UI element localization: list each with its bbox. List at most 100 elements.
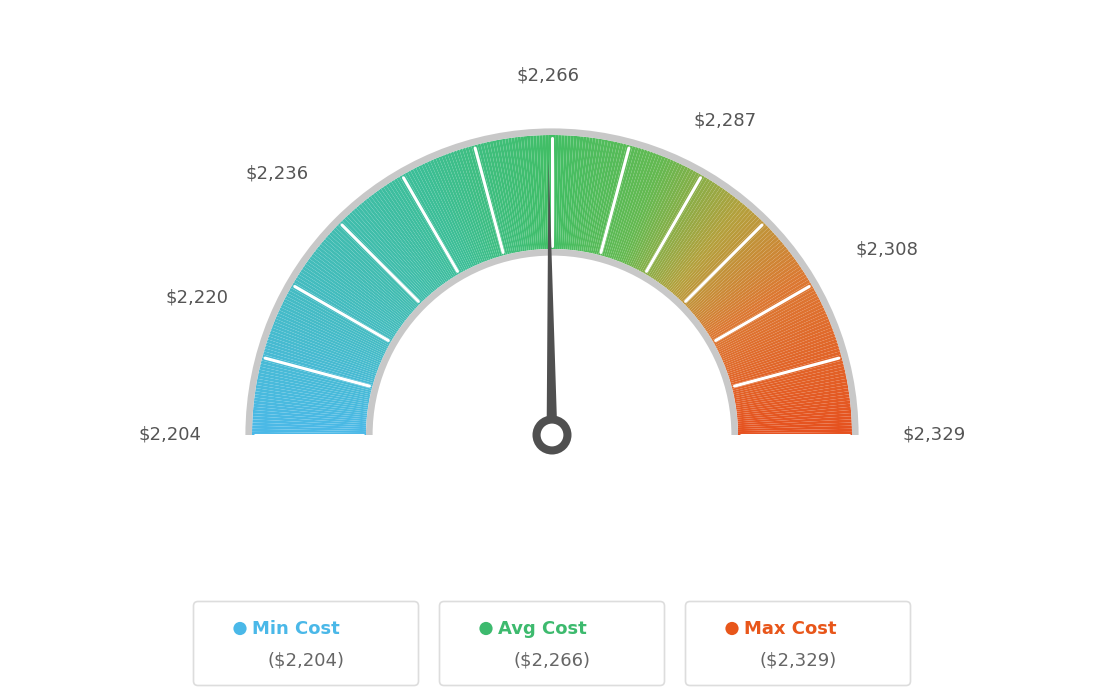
Wedge shape <box>299 272 396 335</box>
Text: $2,266: $2,266 <box>516 66 580 84</box>
Wedge shape <box>502 139 523 252</box>
Wedge shape <box>677 212 755 298</box>
Wedge shape <box>289 288 390 346</box>
Wedge shape <box>729 342 838 380</box>
Wedge shape <box>267 336 376 375</box>
Wedge shape <box>556 135 562 249</box>
Wedge shape <box>629 162 680 267</box>
Wedge shape <box>523 136 537 250</box>
Wedge shape <box>275 316 381 363</box>
Wedge shape <box>593 142 620 254</box>
Wedge shape <box>284 299 386 353</box>
Wedge shape <box>657 187 723 282</box>
Wedge shape <box>720 304 824 356</box>
Wedge shape <box>572 137 586 250</box>
Wedge shape <box>575 137 593 250</box>
Wedge shape <box>253 407 367 420</box>
Wedge shape <box>391 180 454 278</box>
Wedge shape <box>723 316 829 363</box>
Wedge shape <box>734 379 847 402</box>
Wedge shape <box>678 214 757 299</box>
Wedge shape <box>477 144 508 255</box>
Wedge shape <box>471 145 503 256</box>
FancyBboxPatch shape <box>193 602 418 685</box>
Wedge shape <box>647 177 708 276</box>
Wedge shape <box>658 188 725 284</box>
Wedge shape <box>379 188 446 284</box>
Wedge shape <box>712 282 811 342</box>
Wedge shape <box>737 410 851 422</box>
Wedge shape <box>577 138 596 251</box>
Wedge shape <box>737 407 851 420</box>
Text: Min Cost: Min Cost <box>252 620 340 638</box>
Text: $2,236: $2,236 <box>245 164 308 182</box>
Wedge shape <box>709 274 807 337</box>
Wedge shape <box>731 355 841 387</box>
Wedge shape <box>424 162 475 267</box>
Text: $2,220: $2,220 <box>166 288 229 306</box>
Wedge shape <box>691 237 779 313</box>
Wedge shape <box>662 194 733 287</box>
Wedge shape <box>703 262 798 329</box>
Wedge shape <box>604 147 639 257</box>
Wedge shape <box>655 185 721 281</box>
Wedge shape <box>737 426 852 431</box>
Wedge shape <box>585 140 608 253</box>
Wedge shape <box>736 397 850 413</box>
Circle shape <box>479 622 492 635</box>
Wedge shape <box>396 177 457 276</box>
Wedge shape <box>533 135 542 249</box>
Wedge shape <box>280 304 384 356</box>
Wedge shape <box>253 416 367 425</box>
Circle shape <box>725 622 739 635</box>
Wedge shape <box>252 422 367 429</box>
Wedge shape <box>618 155 662 262</box>
Wedge shape <box>698 248 789 321</box>
Wedge shape <box>365 198 438 289</box>
Wedge shape <box>418 165 471 268</box>
Text: Max Cost: Max Cost <box>744 620 837 638</box>
Wedge shape <box>648 179 710 277</box>
Wedge shape <box>735 388 849 408</box>
Text: ($2,266): ($2,266) <box>513 651 591 669</box>
Wedge shape <box>274 319 381 365</box>
Wedge shape <box>389 181 453 279</box>
Wedge shape <box>413 168 468 270</box>
Text: $2,287: $2,287 <box>693 112 756 130</box>
Wedge shape <box>438 156 484 263</box>
Wedge shape <box>612 150 650 259</box>
Wedge shape <box>322 239 411 315</box>
Wedge shape <box>730 345 839 382</box>
Wedge shape <box>737 416 851 425</box>
Wedge shape <box>682 221 764 304</box>
Wedge shape <box>349 212 427 298</box>
Wedge shape <box>383 185 449 281</box>
Wedge shape <box>293 282 392 342</box>
Wedge shape <box>581 139 602 252</box>
Wedge shape <box>394 179 456 277</box>
Wedge shape <box>454 150 492 259</box>
Wedge shape <box>258 370 371 396</box>
Wedge shape <box>716 296 819 351</box>
Circle shape <box>541 424 563 446</box>
Wedge shape <box>633 165 686 268</box>
Wedge shape <box>255 388 369 408</box>
Wedge shape <box>623 157 668 264</box>
Wedge shape <box>715 293 818 349</box>
Wedge shape <box>508 138 527 251</box>
Wedge shape <box>683 223 766 305</box>
Wedge shape <box>386 184 450 280</box>
Wedge shape <box>617 154 659 262</box>
Wedge shape <box>257 379 370 402</box>
Wedge shape <box>687 228 771 308</box>
Wedge shape <box>252 428 367 433</box>
Wedge shape <box>353 208 431 295</box>
Wedge shape <box>331 230 416 309</box>
Wedge shape <box>311 254 404 324</box>
Wedge shape <box>725 328 834 370</box>
Wedge shape <box>702 259 797 327</box>
Wedge shape <box>416 166 469 269</box>
Wedge shape <box>699 251 790 322</box>
Wedge shape <box>329 232 415 310</box>
Wedge shape <box>615 152 657 261</box>
